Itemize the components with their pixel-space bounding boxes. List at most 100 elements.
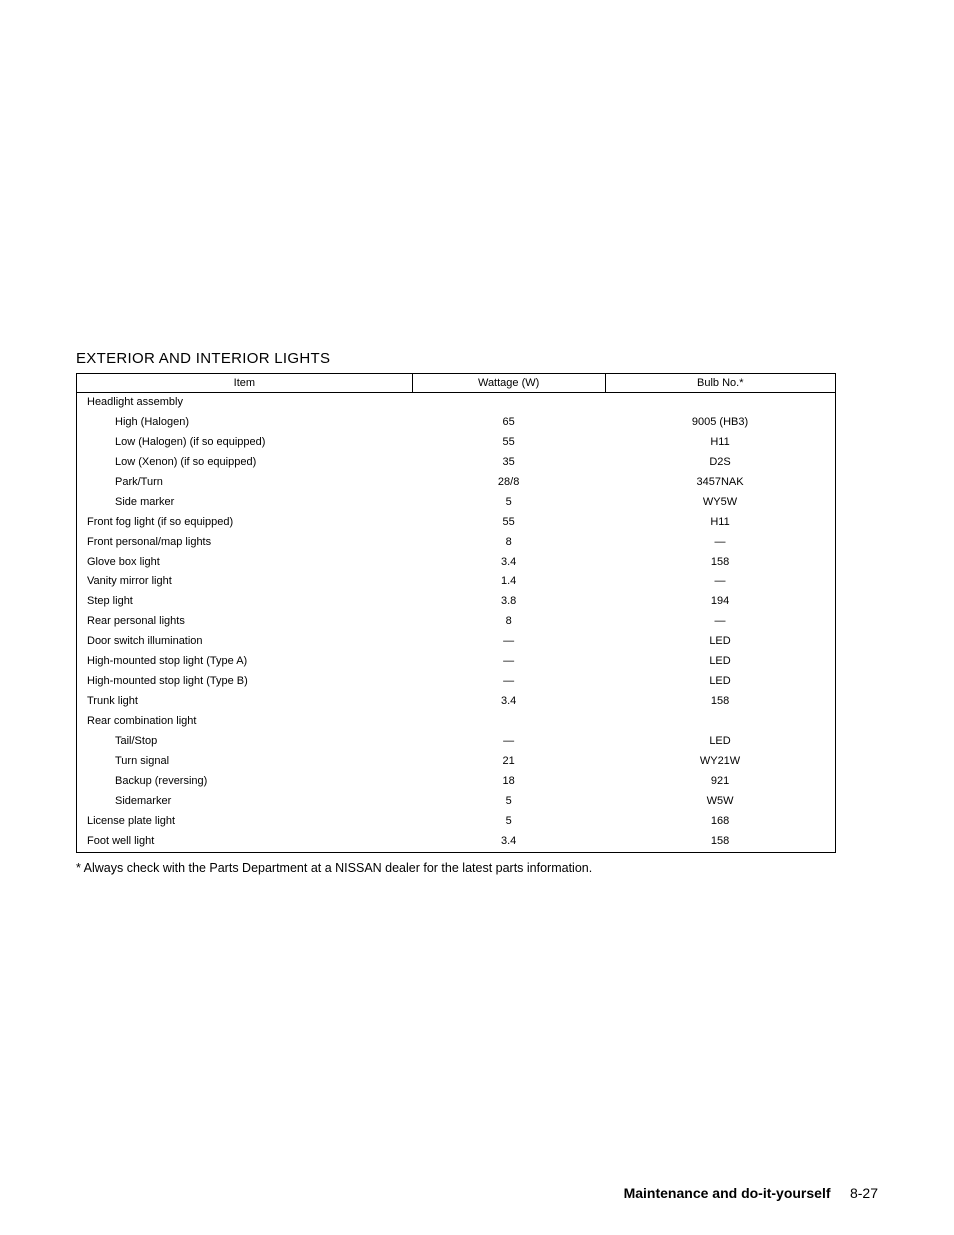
cell-wattage: 5: [412, 812, 605, 832]
cell-wattage: 1.4: [412, 572, 605, 592]
section-heading: EXTERIOR AND INTERIOR LIGHTS: [76, 350, 878, 367]
cell-item: High-mounted stop light (Type A): [77, 652, 413, 672]
cell-item: Front fog light (if so equipped): [77, 513, 413, 533]
footer-section: Maintenance and do-it-yourself: [624, 1185, 831, 1201]
table-row: Rear combination light: [77, 712, 836, 732]
cell-bulb: —: [605, 572, 835, 592]
cell-wattage: —: [412, 732, 605, 752]
table-row: Headlight assembly: [77, 393, 836, 413]
cell-bulb: —: [605, 612, 835, 632]
cell-bulb: D2S: [605, 453, 835, 473]
table-row: License plate light5168: [77, 812, 836, 832]
cell-item: License plate light: [77, 812, 413, 832]
table-row: Side marker5WY5W: [77, 493, 836, 513]
cell-wattage: 55: [412, 433, 605, 453]
page-footer: Maintenance and do-it-yourself 8-27: [624, 1185, 878, 1201]
table-row: Turn signal21WY21W: [77, 752, 836, 772]
cell-bulb: WY21W: [605, 752, 835, 772]
table-row: Trunk light3.4158: [77, 692, 836, 712]
cell-wattage: 35: [412, 453, 605, 473]
cell-item: Turn signal: [77, 752, 413, 772]
table-row: High (Halogen)659005 (HB3): [77, 413, 836, 433]
table-row: High-mounted stop light (Type B)—LED: [77, 672, 836, 692]
table-row: Low (Halogen) (if so equipped)55H11: [77, 433, 836, 453]
cell-item: Headlight assembly: [77, 393, 413, 413]
cell-item: Tail/Stop: [77, 732, 413, 752]
cell-item: Vanity mirror light: [77, 572, 413, 592]
cell-wattage: 3.4: [412, 692, 605, 712]
cell-bulb: LED: [605, 732, 835, 752]
cell-bulb: [605, 393, 835, 413]
cell-wattage: —: [412, 632, 605, 652]
cell-bulb: 158: [605, 553, 835, 573]
cell-wattage: 55: [412, 513, 605, 533]
footer-gap: [834, 1185, 846, 1201]
cell-item: Low (Xenon) (if so equipped): [77, 453, 413, 473]
cell-wattage: 3.4: [412, 553, 605, 573]
cell-wattage: 3.8: [412, 592, 605, 612]
cell-bulb: H11: [605, 513, 835, 533]
cell-item: Door switch illumination: [77, 632, 413, 652]
cell-item: Trunk light: [77, 692, 413, 712]
table-row: Park/Turn28/83457NAK: [77, 473, 836, 493]
cell-wattage: [412, 712, 605, 732]
footnote-text: * Always check with the Parts Department…: [76, 861, 878, 875]
footer-page: 8-27: [850, 1185, 878, 1201]
cell-wattage: [412, 393, 605, 413]
cell-wattage: 8: [412, 533, 605, 553]
table-body: Headlight assemblyHigh (Halogen)659005 (…: [77, 393, 836, 853]
cell-bulb: LED: [605, 652, 835, 672]
cell-wattage: 8: [412, 612, 605, 632]
table-row: Foot well light3.4158: [77, 832, 836, 852]
cell-wattage: 65: [412, 413, 605, 433]
cell-bulb: 168: [605, 812, 835, 832]
cell-item: Foot well light: [77, 832, 413, 852]
page-container: EXTERIOR AND INTERIOR LIGHTS Item Wattag…: [0, 0, 954, 1235]
table-row: Door switch illumination—LED: [77, 632, 836, 652]
cell-item: Low (Halogen) (if so equipped): [77, 433, 413, 453]
table-row: Tail/Stop—LED: [77, 732, 836, 752]
cell-bulb: 194: [605, 592, 835, 612]
cell-bulb: 9005 (HB3): [605, 413, 835, 433]
cell-item: Park/Turn: [77, 473, 413, 493]
table-row: Rear personal lights8—: [77, 612, 836, 632]
cell-bulb: LED: [605, 632, 835, 652]
cell-wattage: 21: [412, 752, 605, 772]
cell-bulb: W5W: [605, 792, 835, 812]
cell-item: Rear combination light: [77, 712, 413, 732]
cell-bulb: WY5W: [605, 493, 835, 513]
cell-item: Side marker: [77, 493, 413, 513]
cell-wattage: —: [412, 652, 605, 672]
cell-item: High-mounted stop light (Type B): [77, 672, 413, 692]
cell-bulb: 3457NAK: [605, 473, 835, 493]
cell-bulb: 158: [605, 832, 835, 852]
table-row: Low (Xenon) (if so equipped)35D2S: [77, 453, 836, 473]
col-header-bulb: Bulb No.*: [605, 374, 835, 393]
table-row: Sidemarker5W5W: [77, 792, 836, 812]
cell-wattage: 18: [412, 772, 605, 792]
table-head: Item Wattage (W) Bulb No.*: [77, 374, 836, 393]
lights-table: Item Wattage (W) Bulb No.* Headlight ass…: [76, 373, 836, 853]
table-row: Front personal/map lights8—: [77, 533, 836, 553]
cell-bulb: [605, 712, 835, 732]
cell-item: Sidemarker: [77, 792, 413, 812]
cell-bulb: LED: [605, 672, 835, 692]
col-header-wattage: Wattage (W): [412, 374, 605, 393]
table-row: Step light3.8194: [77, 592, 836, 612]
cell-item: High (Halogen): [77, 413, 413, 433]
cell-bulb: 158: [605, 692, 835, 712]
cell-wattage: —: [412, 672, 605, 692]
cell-bulb: 921: [605, 772, 835, 792]
table-row: Backup (reversing)18921: [77, 772, 836, 792]
table-header-row: Item Wattage (W) Bulb No.*: [77, 374, 836, 393]
cell-bulb: H11: [605, 433, 835, 453]
cell-item: Rear personal lights: [77, 612, 413, 632]
cell-item: Glove box light: [77, 553, 413, 573]
table-row: High-mounted stop light (Type A)—LED: [77, 652, 836, 672]
col-header-item: Item: [77, 374, 413, 393]
cell-item: Front personal/map lights: [77, 533, 413, 553]
cell-item: Step light: [77, 592, 413, 612]
cell-wattage: 5: [412, 493, 605, 513]
cell-item: Backup (reversing): [77, 772, 413, 792]
cell-bulb: —: [605, 533, 835, 553]
